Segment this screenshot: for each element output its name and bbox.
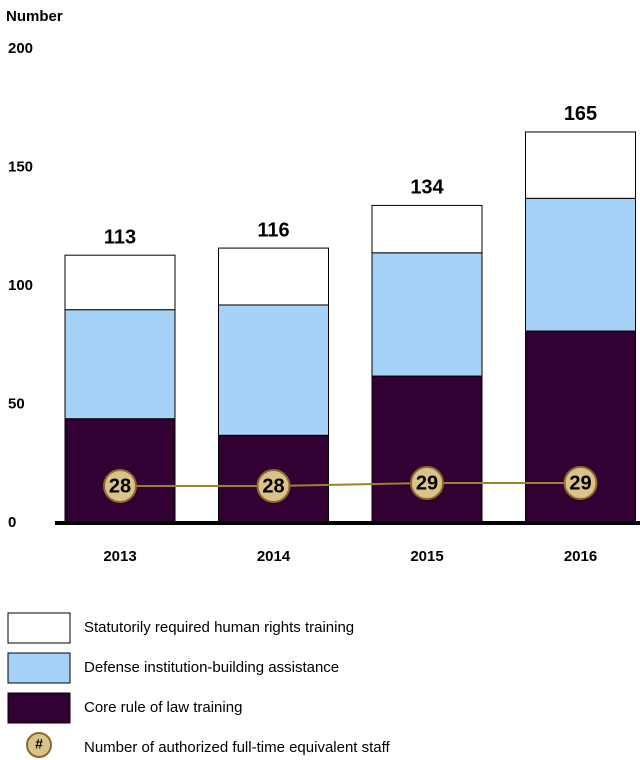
staff-marker: [103, 469, 137, 503]
bar-segment: [218, 304, 329, 436]
legend-swatch: [7, 652, 71, 684]
bar-segment: [371, 375, 483, 524]
y-tick-label: 50: [8, 395, 25, 412]
bar-segment: [64, 254, 176, 311]
x-tick-label: 2014: [257, 548, 291, 565]
staff-marker: [410, 466, 444, 500]
legend-label: Number of authorized full-time equivalen…: [84, 739, 391, 756]
total-label: 165: [564, 103, 597, 125]
y-tick-label: 200: [8, 40, 33, 57]
total-label: 113: [104, 226, 136, 248]
staff-line: [120, 482, 581, 487]
bar-segment: [371, 204, 483, 254]
staff-marker: [256, 469, 291, 503]
x-tick-label: 2015: [410, 548, 443, 565]
staff-label: 28: [109, 475, 131, 497]
legend-label: Defense institution-building assistance: [84, 659, 339, 676]
bar-segment: [64, 309, 176, 420]
legend-swatch: [7, 612, 71, 644]
y-tick-label: 150: [8, 158, 33, 175]
legend-staff-symbol: #: [35, 736, 43, 752]
legend-staff-marker: [26, 732, 52, 758]
staff-label: 28: [262, 475, 284, 497]
bar-segment: [525, 131, 636, 199]
x-tick-label: 2016: [564, 548, 597, 565]
staff-marker: [563, 466, 598, 500]
x-tick-label: 2013: [103, 548, 136, 565]
staff-label: 29: [416, 472, 438, 494]
staff-label: 29: [569, 472, 591, 494]
bar-segment: [218, 247, 329, 306]
legend-label: Statutorily required human rights traini…: [84, 619, 354, 636]
legend-label: Core rule of law training: [84, 699, 242, 716]
total-label: 116: [257, 219, 289, 241]
bar-segment: [525, 197, 636, 332]
y-axis-label: Number: [6, 8, 63, 25]
bar-segment: [371, 252, 483, 377]
legend-swatch: [7, 692, 71, 724]
total-label: 134: [410, 177, 444, 199]
y-tick-label: 0: [8, 514, 16, 531]
y-tick-label: 100: [8, 277, 33, 294]
